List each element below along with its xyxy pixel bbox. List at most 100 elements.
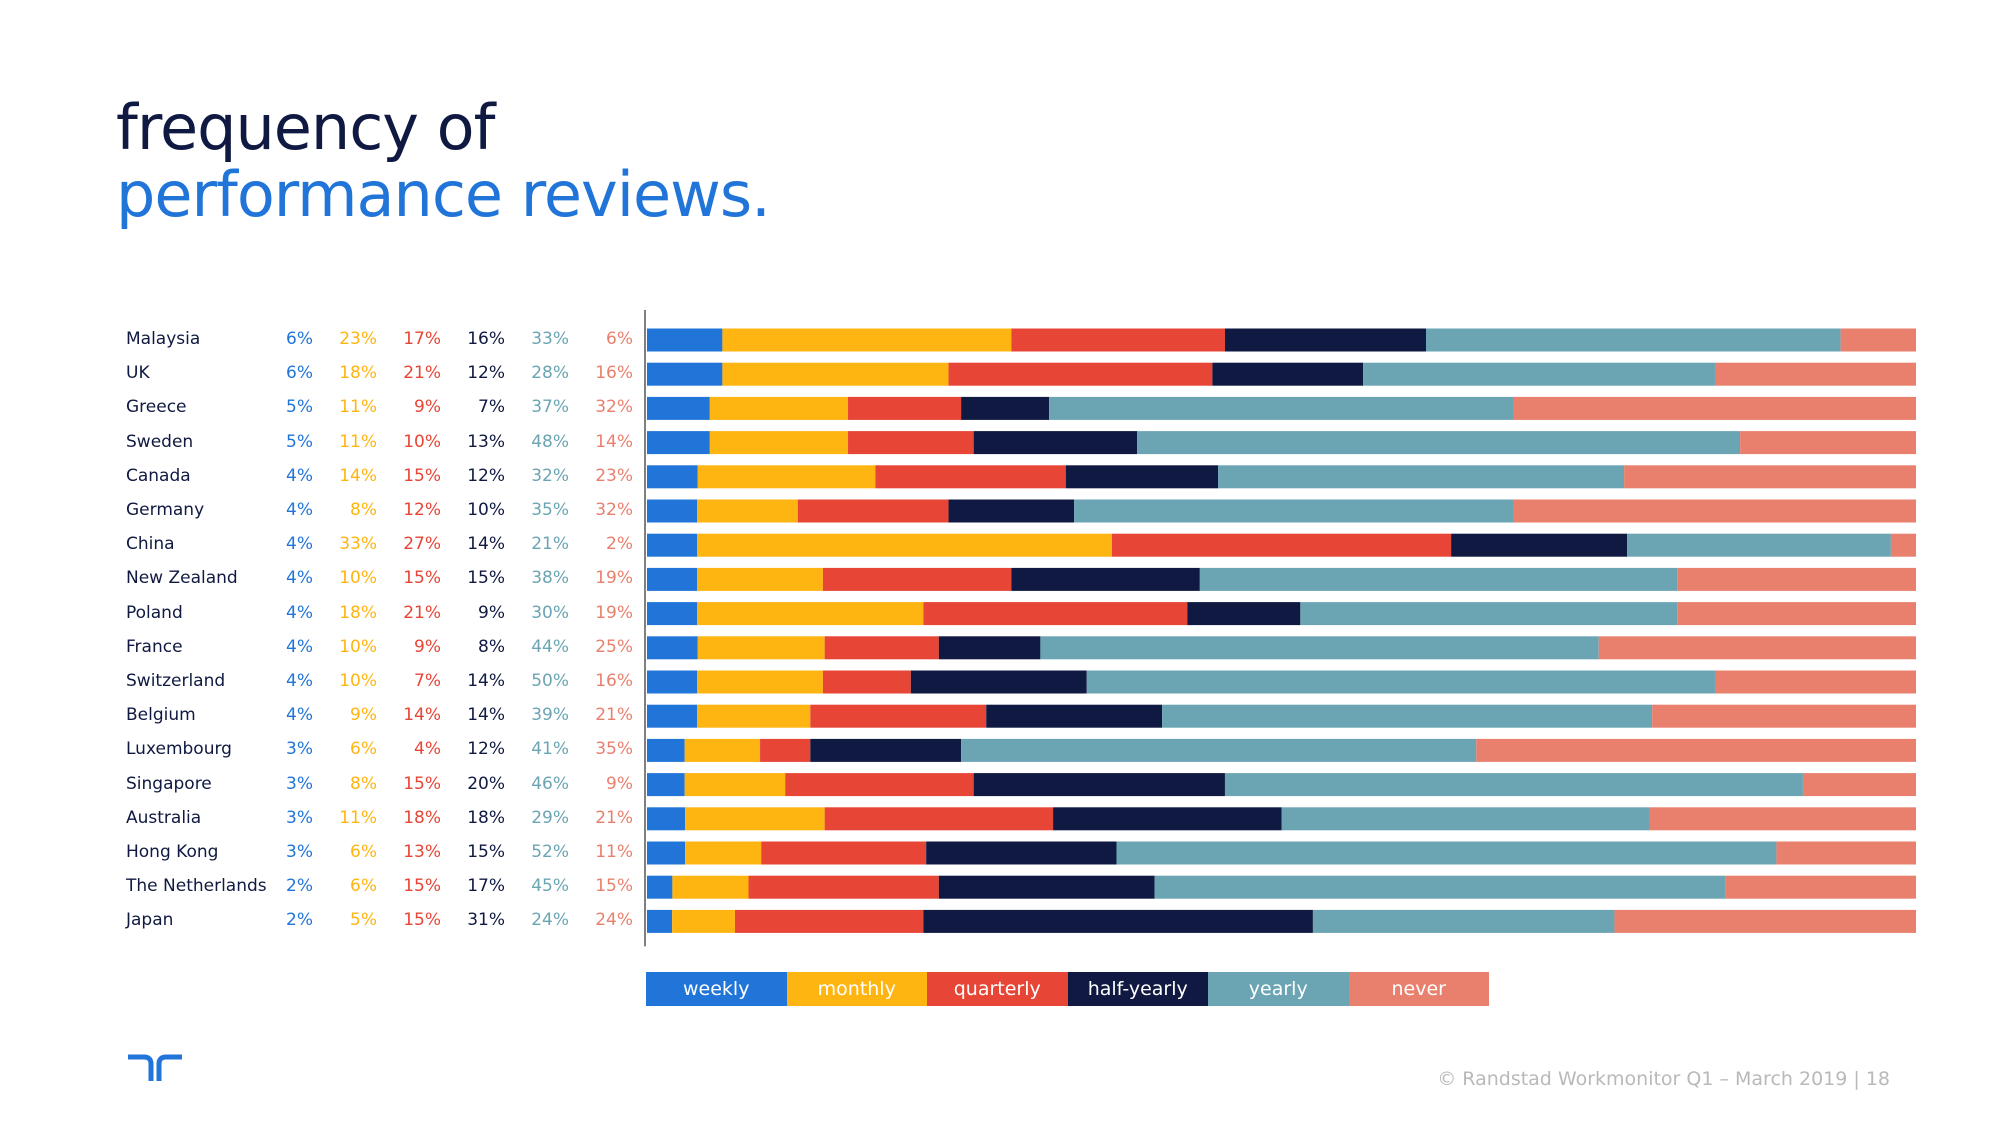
- bar-segment-weekly: [647, 602, 698, 626]
- bar-segment-weekly: [647, 841, 686, 865]
- bar-segment-yearly: [1218, 465, 1625, 489]
- bar-segment-weekly: [647, 670, 698, 694]
- bar-segment-never: [1476, 738, 1916, 762]
- value-label-yearly: 45%: [531, 876, 569, 897]
- value-label-quarterly: 15%: [403, 568, 441, 589]
- value-label-never: 15%: [595, 876, 633, 897]
- value-label-yearly: 46%: [531, 773, 569, 794]
- title-line-2: performance reviews.: [116, 157, 771, 231]
- bar-segment-never: [1802, 773, 1916, 797]
- country-label: Greece: [126, 397, 187, 418]
- bar-segment-half-yearly: [1011, 567, 1200, 591]
- bar-segment-yearly: [1116, 841, 1777, 865]
- value-label-quarterly: 13%: [403, 842, 441, 862]
- bar-segment-half-yearly: [973, 773, 1225, 797]
- bar-segment-monthly: [722, 362, 949, 386]
- value-label-half-yearly: 17%: [467, 876, 505, 897]
- value-label-yearly: 21%: [531, 534, 569, 555]
- bar-segment-monthly: [685, 807, 825, 831]
- bar-segment-weekly: [647, 567, 698, 591]
- value-label-half-yearly: 7%: [478, 397, 505, 418]
- value-label-half-yearly: 20%: [467, 773, 505, 794]
- value-label-yearly: 38%: [531, 568, 569, 589]
- value-label-half-yearly: 14%: [467, 671, 505, 691]
- bar-segment-half-yearly: [961, 396, 1050, 420]
- bar-segment-quarterly: [1011, 328, 1225, 352]
- value-label-monthly: 6%: [350, 739, 377, 760]
- bar-segment-yearly: [1312, 909, 1615, 933]
- bar-segment-monthly: [697, 704, 811, 728]
- country-label: Malaysia: [126, 329, 201, 349]
- bar-segment-yearly: [1627, 533, 1891, 557]
- bar-segment-quarterly: [734, 909, 924, 933]
- bar-segment-quarterly: [875, 465, 1066, 489]
- value-label-monthly: 6%: [350, 842, 377, 862]
- value-label-quarterly: 15%: [403, 465, 441, 486]
- bar-segment-weekly: [647, 909, 673, 933]
- value-label-weekly: 4%: [286, 636, 313, 657]
- bar-segment-weekly: [647, 431, 710, 455]
- value-label-weekly: 3%: [286, 773, 313, 794]
- bar-segment-never: [1614, 909, 1916, 933]
- value-label-half-yearly: 15%: [467, 842, 505, 862]
- value-label-weekly: 4%: [286, 602, 313, 623]
- country-label: Switzerland: [126, 671, 226, 691]
- country-label: UK: [126, 363, 150, 384]
- country-label: Poland: [126, 602, 183, 623]
- value-label-yearly: 52%: [531, 842, 569, 862]
- bar-segment-weekly: [647, 773, 685, 797]
- bar-segment-yearly: [1040, 636, 1599, 660]
- value-label-yearly: 39%: [531, 705, 569, 726]
- value-label-yearly: 48%: [531, 431, 569, 452]
- value-label-yearly: 35%: [531, 500, 569, 520]
- bar-segment-half-yearly: [973, 431, 1138, 455]
- country-label: Canada: [126, 465, 191, 486]
- value-label-quarterly: 9%: [414, 397, 441, 418]
- value-label-monthly: 8%: [350, 500, 377, 520]
- value-label-quarterly: 7%: [414, 671, 441, 691]
- country-label: Australia: [126, 807, 202, 828]
- bar-segment-never: [1649, 807, 1916, 831]
- value-label-quarterly: 15%: [403, 910, 441, 931]
- bar-segment-quarterly: [810, 704, 987, 728]
- value-label-monthly: 23%: [339, 329, 377, 349]
- bar-segment-monthly: [697, 636, 825, 660]
- value-label-quarterly: 27%: [403, 534, 441, 555]
- value-label-monthly: 9%: [350, 705, 377, 726]
- bar-segment-yearly: [1281, 807, 1650, 831]
- value-label-quarterly: 17%: [403, 329, 441, 349]
- value-label-never: 19%: [595, 602, 633, 623]
- value-label-never: 2%: [606, 534, 633, 555]
- value-label-quarterly: 4%: [414, 739, 441, 760]
- value-label-weekly: 3%: [286, 739, 313, 760]
- value-label-weekly: 4%: [286, 465, 313, 486]
- bar-segment-half-yearly: [923, 909, 1313, 933]
- bar-segment-monthly: [697, 670, 823, 694]
- bar-segment-yearly: [1049, 396, 1514, 420]
- value-label-weekly: 4%: [286, 534, 313, 555]
- value-label-weekly: 5%: [286, 431, 313, 452]
- country-label: Luxembourg: [126, 739, 232, 760]
- bar-segment-monthly: [697, 465, 876, 489]
- bar-segment-never: [1890, 533, 1916, 557]
- value-label-half-yearly: 14%: [467, 534, 505, 555]
- bar-segment-yearly: [1300, 602, 1678, 626]
- value-label-never: 32%: [595, 500, 633, 520]
- bar-segment-half-yearly: [1224, 328, 1426, 352]
- value-label-yearly: 24%: [531, 910, 569, 931]
- bar-segment-never: [1652, 704, 1916, 728]
- bar-segment-half-yearly: [910, 670, 1087, 694]
- bar-segment-never: [1840, 328, 1916, 352]
- value-label-never: 9%: [606, 773, 633, 794]
- bar-segment-half-yearly: [1065, 465, 1219, 489]
- value-label-yearly: 50%: [531, 671, 569, 691]
- bar-segment-never: [1776, 841, 1916, 865]
- value-label-quarterly: 15%: [403, 876, 441, 897]
- bar-segment-yearly: [1086, 670, 1715, 694]
- bar-segment-monthly: [709, 431, 849, 455]
- bar-segment-never: [1598, 636, 1916, 660]
- bar-segment-quarterly: [748, 875, 939, 899]
- value-label-monthly: 10%: [339, 671, 377, 691]
